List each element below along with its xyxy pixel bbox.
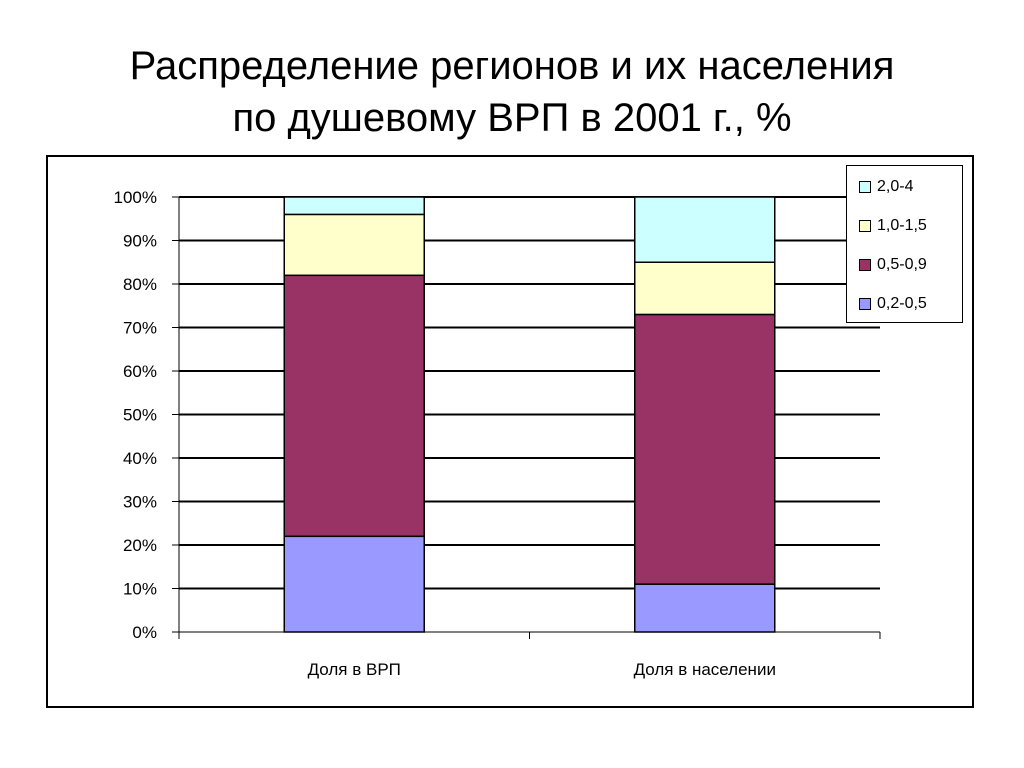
legend-swatch <box>859 181 871 193</box>
bar-segment <box>634 261 776 316</box>
legend-item: 2,0-4 <box>859 177 913 197</box>
y-tick-label: 80% <box>123 275 157 294</box>
bar-segment <box>283 274 425 538</box>
bar-segment <box>283 535 425 633</box>
y-tick-label: 10% <box>123 580 157 599</box>
y-tick-label: 0% <box>132 623 157 642</box>
y-tick-label: 40% <box>123 449 157 468</box>
y-tick-label: 100% <box>114 188 157 207</box>
y-tick-label: 50% <box>123 406 157 425</box>
legend-swatch <box>859 298 871 310</box>
legend-label: 0,5-0,9 <box>877 256 927 273</box>
legend-item: 0,5-0,9 <box>859 255 927 275</box>
chart-frame <box>46 155 974 708</box>
legend-item: 0,2-0,5 <box>859 294 927 314</box>
chart-title: Распределение регионов и их населения по… <box>0 40 1024 144</box>
y-tick-label: 70% <box>123 319 157 338</box>
y-tick-label: 30% <box>123 493 157 512</box>
x-tick-label: Доля в ВРП <box>308 660 401 679</box>
bar-segment <box>283 196 425 216</box>
legend-item: 1,0-1,5 <box>859 216 927 236</box>
legend-label: 1,0-1,5 <box>877 217 927 234</box>
chart-title-line-1: Распределение регионов и их населения <box>129 44 895 88</box>
chart-legend: 2,0-4 1,0-1,5 0,5-0,9 0,2-0,5 <box>846 165 963 323</box>
chart-title-line-2: по душевому ВРП в 2001 г., % <box>232 96 792 140</box>
legend-label: 2,0-4 <box>877 178 914 195</box>
legend-swatch <box>859 220 871 232</box>
bar-segment <box>634 583 776 633</box>
legend-swatch <box>859 259 871 271</box>
y-tick-label: 90% <box>123 232 157 251</box>
y-tick-label: 20% <box>123 536 157 555</box>
x-tick-label: Доля в населении <box>634 660 776 679</box>
bar-segment <box>634 313 776 585</box>
y-tick-label: 60% <box>123 362 157 381</box>
bar-segment <box>283 213 425 277</box>
bar-segment <box>634 196 776 263</box>
legend-label: 0,2-0,5 <box>877 295 927 312</box>
